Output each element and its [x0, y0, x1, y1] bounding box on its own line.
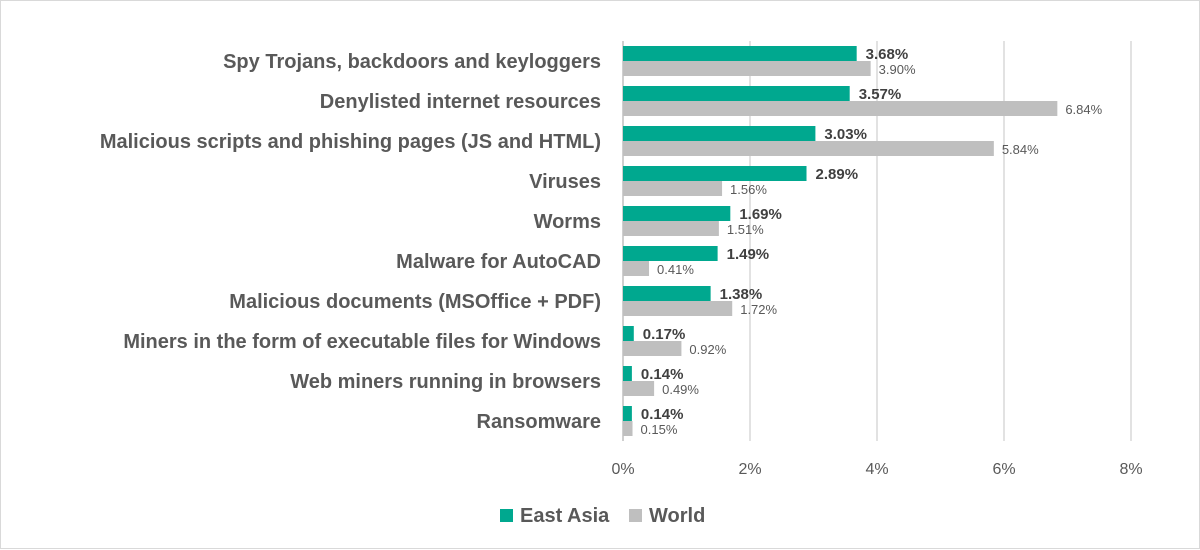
category-label: Web miners running in browsers [290, 371, 601, 393]
legend-label-east-asia: East Asia [520, 505, 610, 527]
bar-east-asia [623, 46, 857, 61]
data-label-world: 0.15% [641, 422, 678, 437]
bar-world [623, 421, 633, 436]
category-label: Viruses [529, 171, 601, 193]
bar-east-asia [623, 406, 632, 421]
bar-world [623, 101, 1058, 116]
bar-east-asia [623, 366, 632, 381]
legend-swatch-world [629, 509, 642, 522]
category-label: Malware for AutoCAD [396, 251, 601, 273]
x-tick-label: 4% [865, 461, 888, 478]
data-label-east-asia: 1.49% [727, 246, 770, 263]
data-label-east-asia: 2.89% [816, 166, 859, 183]
x-tick-label: 6% [992, 461, 1015, 478]
data-label-world: 0.49% [662, 382, 699, 397]
data-label-world: 6.84% [1065, 102, 1102, 117]
bar-east-asia [623, 246, 718, 261]
category-label: Spy Trojans, backdoors and keyloggers [223, 51, 601, 73]
bar-world [623, 61, 871, 76]
category-label: Ransomware [477, 411, 602, 433]
bar-world [623, 381, 655, 396]
bar-east-asia [623, 126, 816, 141]
data-label-world: 3.90% [879, 62, 916, 77]
category-label: Malicious scripts and phishing pages (JS… [100, 131, 601, 153]
category-label: Miners in the form of executable files f… [123, 331, 601, 353]
category-label: Denylisted internet resources [320, 91, 601, 113]
data-label-world: 0.41% [657, 262, 694, 277]
data-label-world: 1.56% [730, 182, 767, 197]
bar-east-asia [623, 326, 634, 341]
data-label-world: 0.92% [689, 342, 726, 357]
data-label-east-asia: 3.68% [866, 46, 909, 63]
x-tick-label: 8% [1119, 461, 1142, 478]
bar-world [623, 261, 650, 276]
data-label-east-asia: 3.57% [859, 86, 902, 103]
data-label-east-asia: 0.14% [641, 406, 684, 423]
bar-world [623, 301, 733, 316]
data-label-east-asia: 1.38% [720, 286, 763, 303]
data-label-east-asia: 3.03% [824, 126, 867, 143]
x-tick-label: 2% [738, 461, 761, 478]
bars [623, 46, 1058, 436]
data-label-world: 5.84% [1002, 142, 1039, 157]
category-label: Worms [534, 211, 601, 233]
data-label-east-asia: 1.69% [739, 206, 782, 223]
legend-label-world: World [649, 505, 705, 527]
bar-world [623, 141, 994, 156]
legend: East Asia World [500, 505, 705, 527]
data-label-east-asia: 0.17% [643, 326, 686, 343]
x-tick-label: 0% [611, 461, 634, 478]
data-label-world: 1.72% [740, 302, 777, 317]
data-label-world: 1.51% [727, 222, 764, 237]
category-label: Malicious documents (MSOffice + PDF) [229, 291, 601, 313]
bar-east-asia [623, 166, 807, 181]
bar-world [623, 181, 723, 196]
bar-east-asia [623, 86, 850, 101]
legend-swatch-east-asia [500, 509, 513, 522]
bar-east-asia [623, 206, 731, 221]
bar-world [623, 221, 719, 236]
data-label-east-asia: 0.14% [641, 366, 684, 383]
bar-east-asia [623, 286, 711, 301]
bar-world [623, 341, 682, 356]
labels: 0% 2% 4% 6% 8% 3.68%3.90% Spy Trojans, backdoo… [100, 46, 1143, 478]
